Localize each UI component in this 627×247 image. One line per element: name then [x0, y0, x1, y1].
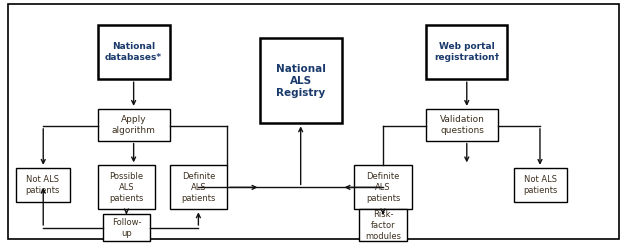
Bar [170, 165, 227, 209]
Text: Web portal
registration†: Web portal registration† [435, 42, 499, 62]
Text: Apply
algorithm: Apply algorithm [112, 115, 155, 135]
Bar [16, 168, 70, 202]
Text: Not ALS
patients: Not ALS patients [26, 175, 60, 195]
Text: Definite
ALS
patients: Definite ALS patients [366, 172, 400, 203]
Bar [98, 165, 155, 209]
Bar [98, 25, 170, 79]
Text: Risk-
factor
modules: Risk- factor modules [365, 210, 401, 241]
Bar [103, 214, 150, 241]
Text: Possible
ALS
patients: Possible ALS patients [109, 172, 144, 203]
Text: National
databases*: National databases* [105, 42, 162, 62]
Text: Definite
ALS
patients: Definite ALS patients [181, 172, 216, 203]
Text: National
ALS
Registry: National ALS Registry [276, 63, 326, 98]
Bar [98, 109, 170, 141]
Bar [426, 109, 498, 141]
Bar [260, 38, 342, 123]
Text: Follow-
up: Follow- up [112, 218, 141, 238]
Bar [354, 165, 412, 209]
Text: Validation
questions: Validation questions [440, 115, 485, 135]
Bar [426, 25, 507, 79]
Text: Not ALS
patients: Not ALS patients [523, 175, 557, 195]
Bar [359, 209, 407, 241]
Bar [514, 168, 567, 202]
